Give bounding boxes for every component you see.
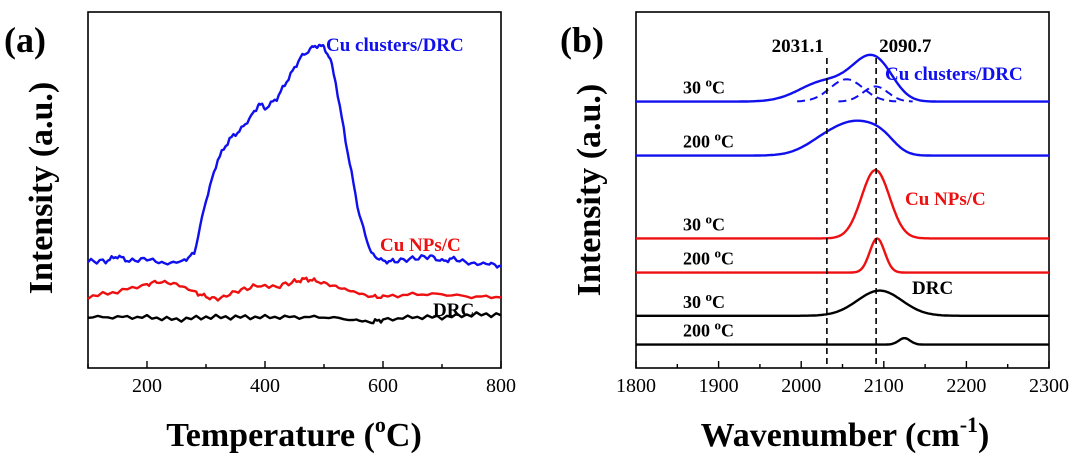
panel-a-frame bbox=[87, 11, 502, 369]
series-label-drc: DRC bbox=[433, 300, 474, 321]
panel-b-x-tick-label: 2200 bbox=[946, 375, 986, 397]
panel-b-dashed-component bbox=[797, 78, 897, 103]
panel-b-curve-cu-nps-c-200-c bbox=[636, 237, 1049, 274]
panel-b-temperature-label: 200 oC bbox=[683, 246, 734, 269]
panel-a-label: (a) bbox=[4, 20, 46, 60]
series-label-cu-clusters-drc: Cu clusters/DRC bbox=[326, 35, 464, 56]
panel-a-curve-cu-nps-c bbox=[87, 276, 502, 302]
panel-b-x-tick-label: 1800 bbox=[616, 375, 656, 397]
b-series-label-cu-clusters-drc: Cu clusters/DRC bbox=[885, 64, 1023, 85]
panel-b-curve-cu-clusters-drc-30-c bbox=[636, 53, 1049, 103]
panel-a-y-axis-title: Intensity (a.u.) bbox=[23, 82, 60, 295]
panel-a-x-tick-label: 800 bbox=[486, 375, 516, 397]
panel-b-x-tick-label: 2000 bbox=[781, 375, 821, 397]
panel-b-temperature-label: 200 oC bbox=[683, 318, 734, 341]
panel-b-x-tick-label: 2300 bbox=[1029, 375, 1069, 397]
panel-b-temperature-label: 30 oC bbox=[683, 211, 725, 234]
panel-b-x-axis-title: Wavenumber (cm-1) bbox=[701, 412, 990, 454]
panel-b-curve-cu-nps-c-30-c bbox=[636, 168, 1049, 240]
panel-b-x-tick-label: 1900 bbox=[699, 375, 739, 397]
panel-b-x-tick-label: 2100 bbox=[864, 375, 904, 397]
panel-a-curves bbox=[87, 43, 502, 325]
panel-b-curve-drc-30-c bbox=[636, 289, 1049, 317]
panel-b-reference-label-2090-7: 2090.7 bbox=[879, 36, 932, 57]
panel-a-x-tick-label: 400 bbox=[250, 375, 280, 397]
panel-b-curve-drc-200-c bbox=[636, 337, 1049, 346]
panel-a-x-ticks: 200 400 600 800 bbox=[87, 361, 516, 397]
panel-b-temperature-label: 30 oC bbox=[683, 289, 725, 312]
panel-a-curve-cu-clusters-drc bbox=[87, 43, 501, 269]
panel-a-x-tick-label: 200 bbox=[132, 375, 162, 397]
b-series-label-drc: DRC bbox=[912, 278, 953, 299]
series-label-cu-nps-c: Cu NPs/C bbox=[380, 235, 461, 256]
panel-a: (a) 200 400 600 800 Cu clusters/DRC Cu NPs/… bbox=[4, 11, 516, 454]
b-series-label-cu-nps-c: Cu NPs/C bbox=[905, 189, 986, 210]
panel-b-temperature-labels: 30 oC 200 oC 30 oC 200 oC 30 oC 200 oC bbox=[683, 75, 734, 341]
panel-b-dashed-component bbox=[838, 85, 913, 103]
panel-b-y-axis-title: Intensity (a.u.) bbox=[571, 84, 608, 297]
panel-b-temperature-label: 200 oC bbox=[683, 129, 734, 152]
panel-b-temperature-label: 30 oC bbox=[683, 75, 725, 98]
panel-b-x-ticks: 1800 1900 2000 2100 2200 2300 bbox=[616, 361, 1069, 397]
panel-a-x-tick-label: 600 bbox=[368, 375, 398, 397]
panel-b-label: (b) bbox=[560, 20, 604, 60]
panel-b-curves bbox=[636, 53, 1049, 346]
panel-b: (b) 1800 1900 2000 2100 2200 2300 2031.1 2090.… bbox=[560, 11, 1069, 454]
panel-b-curve-cu-clusters-drc-200-c bbox=[636, 119, 1049, 157]
panel-a-curve-drc bbox=[87, 311, 502, 325]
panel-b-reference-label-2031-1: 2031.1 bbox=[772, 36, 824, 57]
panel-b-reference-lines: 2031.1 2090.7 bbox=[772, 36, 932, 364]
panel-a-x-axis-title: Temperature (oC) bbox=[166, 412, 422, 454]
